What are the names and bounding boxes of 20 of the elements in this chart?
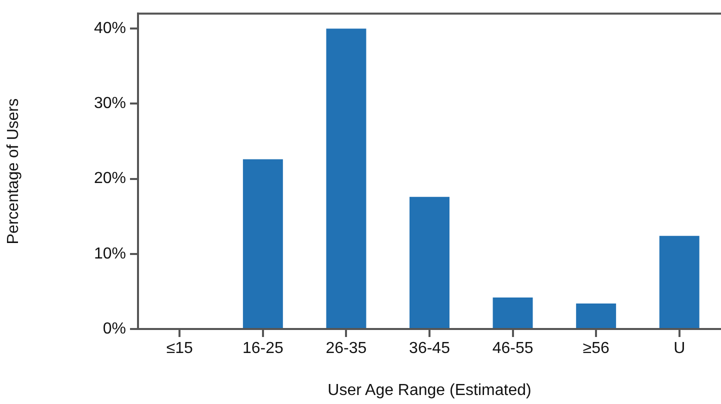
x-tick-label: U bbox=[674, 340, 686, 358]
y-tick-label: 40% bbox=[94, 20, 126, 38]
x-tick-label: 36-45 bbox=[409, 340, 450, 358]
x-tick-label: 26-35 bbox=[326, 340, 367, 358]
y-tick-label: 0% bbox=[102, 320, 126, 338]
bar bbox=[659, 236, 700, 328]
bar bbox=[410, 196, 450, 328]
y-tick-label: 30% bbox=[94, 95, 126, 112]
x-tick-label: ≤15 bbox=[166, 340, 194, 358]
y-tick-label: 20% bbox=[94, 170, 126, 188]
x-axis-title: User Age Range (Estimated) bbox=[328, 382, 532, 399]
y-tick-label: 10% bbox=[94, 245, 126, 262]
x-tick-label: 46-55 bbox=[492, 340, 534, 358]
bar bbox=[576, 303, 616, 328]
bar bbox=[242, 159, 283, 328]
bar bbox=[326, 28, 366, 328]
x-tick-label: ≥56 bbox=[582, 340, 610, 358]
bar bbox=[492, 297, 533, 328]
y-axis-title: Percentage of Users bbox=[5, 98, 22, 244]
x-tick-label: 16-25 bbox=[242, 340, 284, 358]
